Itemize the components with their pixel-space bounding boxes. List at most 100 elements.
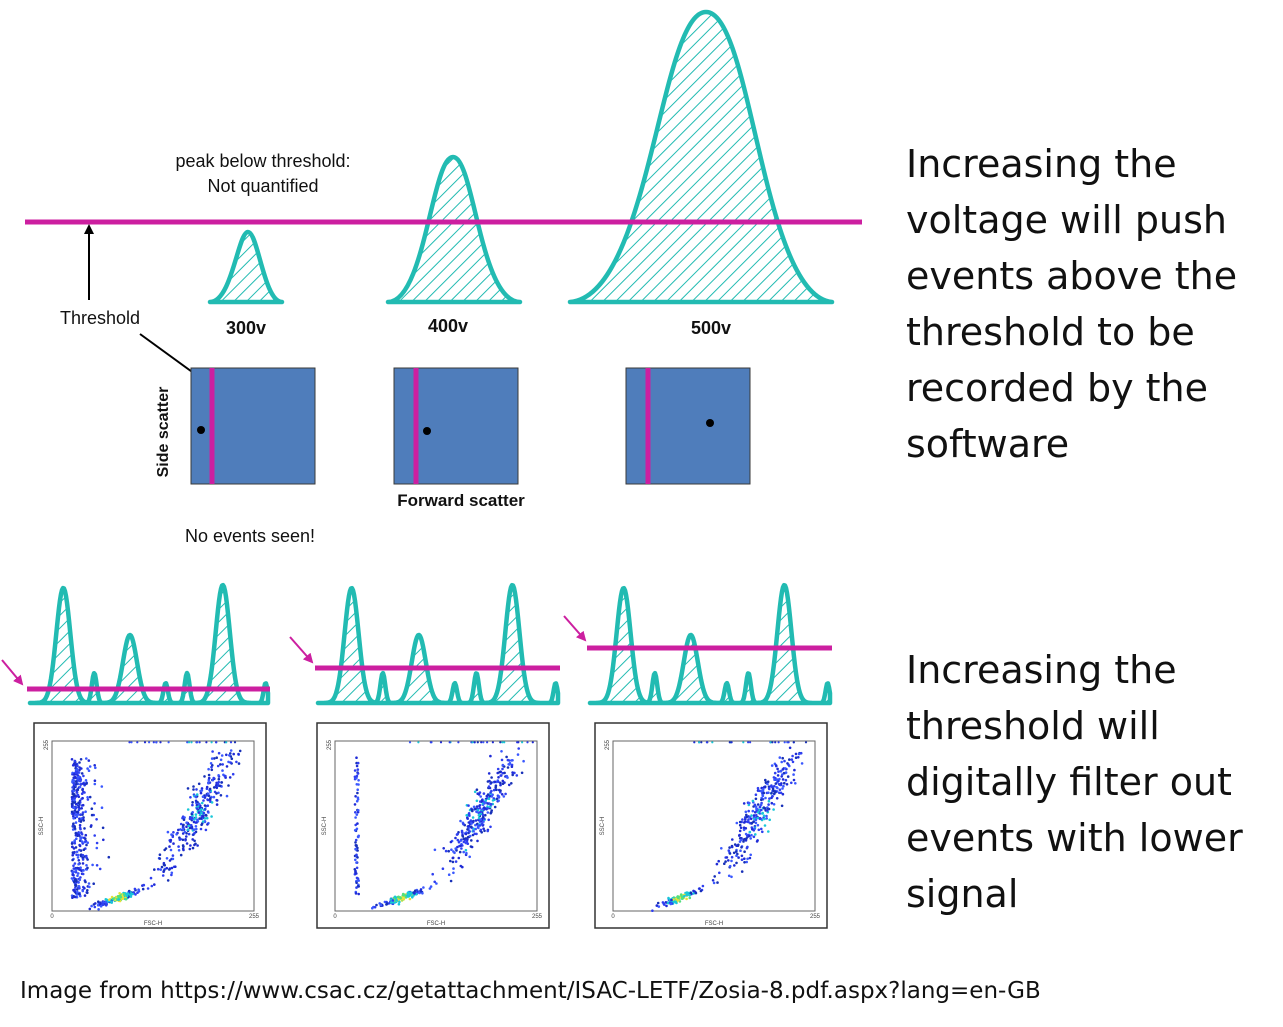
event-point xyxy=(85,864,88,867)
event-point xyxy=(740,870,744,873)
event-point xyxy=(86,798,90,801)
event-point xyxy=(104,904,108,907)
event-point xyxy=(164,847,168,850)
event-point xyxy=(73,850,76,854)
event-point xyxy=(797,752,801,756)
event-point xyxy=(204,813,208,817)
event-point xyxy=(760,827,763,831)
event-point xyxy=(74,884,78,887)
event-point xyxy=(387,902,391,905)
event-point xyxy=(482,792,486,795)
event-point xyxy=(76,771,80,774)
event-point xyxy=(166,879,170,882)
event-point xyxy=(406,895,410,898)
event-point xyxy=(504,792,507,796)
event-point xyxy=(731,838,734,841)
event-point xyxy=(804,741,808,744)
x-tick-max: 255 xyxy=(532,914,543,920)
event-point xyxy=(456,832,460,836)
event-point xyxy=(470,839,473,842)
event-point xyxy=(508,759,511,762)
event-point xyxy=(190,824,193,827)
event-point xyxy=(210,801,214,804)
event-point xyxy=(781,787,784,790)
event-point xyxy=(760,798,763,802)
event-point xyxy=(694,891,698,895)
event-point xyxy=(205,785,209,789)
event-point xyxy=(81,813,84,816)
event-point xyxy=(119,895,123,899)
event-point xyxy=(755,813,758,817)
event-point xyxy=(81,858,85,861)
event-point xyxy=(93,834,96,837)
event-point xyxy=(735,844,738,847)
event-point xyxy=(134,893,137,896)
event-point xyxy=(84,880,87,884)
event-point xyxy=(185,835,188,838)
event-point xyxy=(711,741,714,744)
event-point xyxy=(73,797,76,800)
event-point xyxy=(389,898,393,901)
event-point xyxy=(237,752,240,756)
event-point xyxy=(749,741,752,744)
event-point xyxy=(414,889,417,892)
event-point xyxy=(730,855,734,859)
event-point xyxy=(92,882,95,885)
event-point xyxy=(433,880,437,884)
event-point xyxy=(517,741,520,744)
event-point xyxy=(397,895,400,899)
event-point xyxy=(171,854,175,857)
event-point xyxy=(233,741,237,744)
event-point xyxy=(90,904,93,908)
event-point xyxy=(70,842,74,845)
event-point xyxy=(182,845,185,848)
event-point xyxy=(79,782,83,786)
event-point xyxy=(738,820,742,824)
event-point xyxy=(78,766,81,769)
event-point xyxy=(202,814,205,818)
x-axis-label: FSC-H xyxy=(705,921,723,927)
event-point xyxy=(757,828,761,832)
event-point xyxy=(486,807,490,810)
threshold-label: Threshold xyxy=(60,308,140,328)
event-point xyxy=(220,754,224,757)
event-point xyxy=(78,878,82,882)
event-point xyxy=(447,873,451,876)
event-point xyxy=(76,874,79,877)
event-point xyxy=(225,741,228,744)
event-point xyxy=(170,833,173,836)
event-point xyxy=(462,837,466,840)
event-point xyxy=(97,908,100,911)
event-point xyxy=(495,797,499,801)
event-point xyxy=(762,791,766,795)
event-point xyxy=(128,741,131,744)
event-point xyxy=(84,779,88,782)
event-point xyxy=(95,841,99,845)
event-point xyxy=(81,787,84,791)
event-point xyxy=(207,776,211,780)
event-point xyxy=(793,768,796,772)
event-point xyxy=(76,890,79,894)
event-point xyxy=(356,761,360,765)
event-point xyxy=(487,772,491,775)
event-point xyxy=(448,741,451,744)
event-point xyxy=(774,782,778,785)
event-point xyxy=(77,805,81,809)
event-point xyxy=(207,811,210,814)
event-point xyxy=(408,741,412,744)
event-point xyxy=(474,807,477,811)
event-point xyxy=(198,813,202,817)
event-point xyxy=(780,782,783,785)
event-point xyxy=(155,741,158,744)
event-point xyxy=(730,859,733,863)
voltage-peaks xyxy=(207,9,835,305)
event-point xyxy=(74,813,77,817)
event-point xyxy=(70,797,74,801)
event-point xyxy=(237,762,241,765)
event-point xyxy=(743,850,746,853)
event-point xyxy=(395,899,399,902)
event-point xyxy=(469,819,473,822)
event-point xyxy=(462,822,465,826)
event-point xyxy=(725,856,729,859)
event-point xyxy=(168,845,171,848)
